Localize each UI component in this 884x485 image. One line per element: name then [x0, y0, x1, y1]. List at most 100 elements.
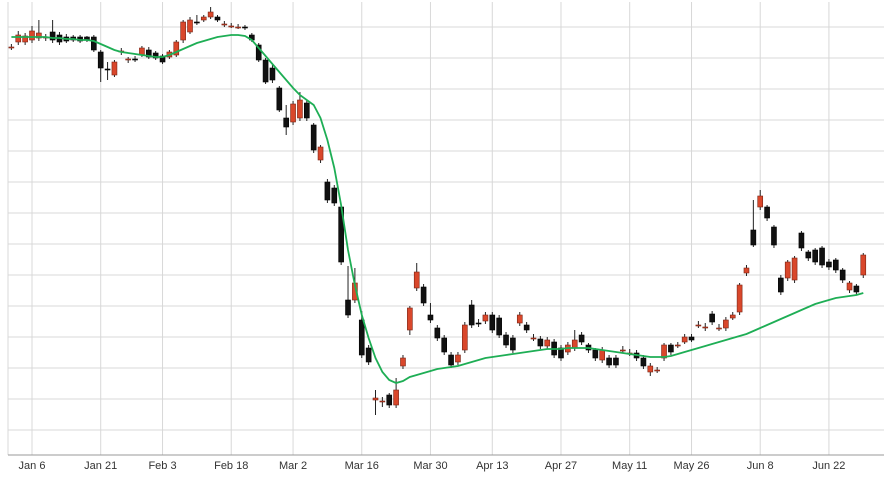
candle-body — [159, 55, 166, 63]
candle-body — [736, 284, 743, 313]
candle-body — [805, 251, 812, 259]
candle-body — [441, 337, 448, 353]
candle-body — [345, 299, 351, 316]
candle-body — [262, 59, 269, 83]
candle-body — [207, 11, 214, 18]
x-tick-label: Mar 16 — [345, 460, 379, 472]
candle-body — [372, 397, 379, 401]
candle-body — [839, 269, 846, 281]
candle-body — [180, 21, 186, 41]
candle-body — [125, 58, 131, 61]
candle-body — [846, 282, 853, 291]
candle-body — [276, 87, 283, 111]
candle-body — [530, 337, 537, 340]
candle-body — [606, 357, 612, 366]
candle-body — [558, 347, 564, 359]
candle-body — [379, 400, 386, 403]
candle-body — [324, 181, 331, 201]
candle-body — [228, 25, 235, 28]
candle-body — [420, 286, 427, 304]
x-tick-label: Feb 18 — [214, 460, 248, 472]
candle-body — [510, 337, 516, 351]
candle-body — [400, 357, 406, 367]
x-tick-label: May 11 — [612, 460, 647, 472]
candle-body — [523, 324, 530, 331]
candle-body — [132, 58, 138, 61]
candle-body — [386, 394, 393, 406]
candle-body — [496, 317, 502, 336]
moving-average-line — [11, 34, 864, 384]
candle-body — [214, 16, 221, 21]
candle-body — [674, 344, 681, 347]
candle-body — [427, 314, 434, 321]
candle-body — [221, 23, 228, 26]
candle-body — [235, 26, 241, 29]
candle-body — [771, 226, 777, 246]
x-tick-label: Jun 22 — [812, 460, 845, 472]
candle-body — [688, 336, 695, 341]
candle-body — [812, 249, 818, 263]
x-tick-label: Jan 21 — [84, 460, 117, 472]
candle-body — [462, 324, 468, 351]
candle-body — [455, 354, 461, 363]
x-tick-label: Jan 6 — [19, 460, 46, 472]
candle-body — [104, 68, 111, 71]
candle-body — [283, 117, 289, 128]
candle-body — [798, 232, 805, 249]
candle-body — [613, 357, 619, 366]
candle-body — [723, 319, 729, 329]
candle-body — [365, 347, 372, 363]
candle-body — [778, 277, 784, 293]
candle-body — [647, 365, 654, 373]
candle-body — [194, 21, 200, 24]
candle-body — [853, 285, 860, 293]
candle-body — [709, 313, 715, 323]
candle-body — [97, 51, 104, 69]
candle-body — [640, 357, 647, 367]
candle-body — [860, 254, 867, 276]
candle-body — [413, 271, 420, 289]
candle-body — [516, 314, 523, 324]
candle-body — [571, 339, 578, 349]
candle-body — [269, 67, 276, 81]
candle-body — [592, 349, 599, 359]
candle-body — [255, 44, 262, 61]
candle-body — [503, 334, 509, 346]
candle-body — [91, 36, 97, 51]
candle-body — [791, 257, 798, 281]
candle-body — [764, 206, 770, 219]
candle-body — [654, 369, 660, 372]
candle-body — [331, 187, 338, 204]
candle-body — [743, 267, 750, 274]
candle-body — [434, 327, 441, 339]
x-tick-label: Jun 8 — [747, 460, 774, 472]
candle-body — [702, 326, 709, 329]
candle-body — [393, 389, 399, 406]
candle-body — [668, 344, 674, 353]
candle-body — [187, 19, 193, 33]
candle-body — [468, 304, 475, 326]
candle-body — [729, 314, 736, 319]
candle-body — [681, 336, 688, 343]
candle-body — [826, 261, 832, 268]
candle-body — [819, 247, 825, 266]
candle-body — [200, 16, 207, 21]
x-tick-label: Mar 2 — [279, 460, 307, 472]
candle-body — [111, 61, 118, 76]
candle-body — [695, 324, 702, 327]
candle-body — [15, 34, 22, 43]
candle-body — [489, 314, 496, 331]
candle-body — [152, 52, 159, 59]
candle-body — [784, 261, 791, 279]
candle-body — [407, 307, 413, 331]
candle-body — [475, 322, 482, 325]
candle-body — [173, 41, 180, 56]
candle-body — [482, 314, 489, 322]
candle-body — [757, 195, 764, 208]
candle-body — [599, 349, 606, 361]
candle-body — [358, 319, 365, 356]
candle-body — [317, 146, 324, 161]
candle-body — [716, 327, 722, 330]
